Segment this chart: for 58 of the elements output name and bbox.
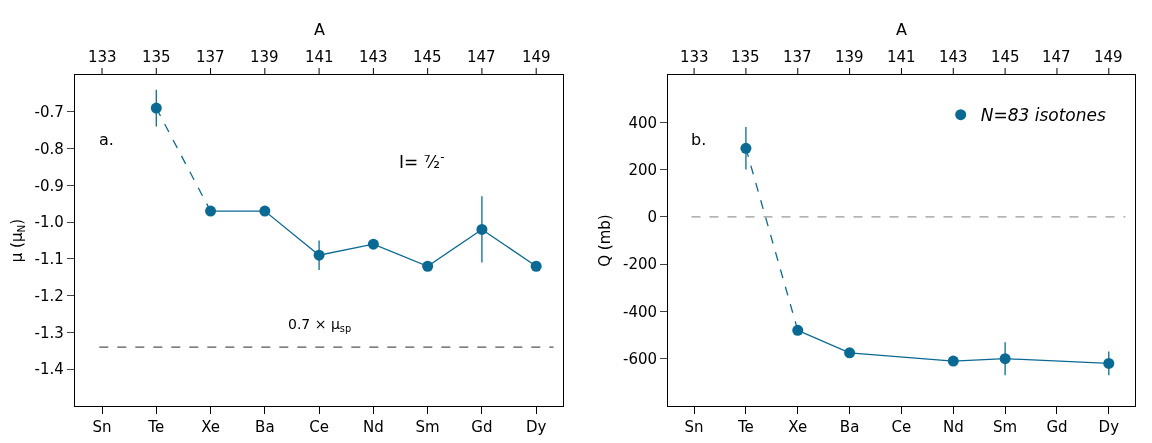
y-tick-label: -200: [623, 255, 658, 274]
y-tick-label: 200: [628, 160, 658, 179]
x2-tick-label: 141: [887, 48, 916, 66]
x2-axis-title: A: [314, 20, 325, 39]
x-tick-label: Te: [737, 418, 754, 436]
y-tick-label: -1.0: [34, 213, 64, 232]
x2-tick-label: 133: [680, 48, 709, 66]
y-tick-label: -400: [623, 302, 658, 321]
x-tick-label: Xe: [788, 418, 808, 436]
x2-tick-label: 137: [196, 48, 225, 66]
x-tick-label: Nd: [363, 418, 384, 436]
y-axis-title: Q (mb): [596, 214, 615, 267]
x2-axis-title: A: [896, 20, 907, 39]
x2-tick-label: 141: [305, 48, 334, 66]
legend-label: N=83 isotones: [980, 105, 1106, 126]
x2-tick-label: 149: [1094, 48, 1123, 66]
y-tick-label: -1.2: [34, 286, 64, 305]
y-tick-label: -1.1: [34, 250, 64, 269]
x2-tick-label: 135: [731, 48, 760, 66]
annotation: I= ⁷⁄₂$^{-}$: [399, 150, 445, 173]
x2-tick-label: 143: [939, 48, 968, 66]
y-tick-label: -0.7: [34, 103, 64, 122]
annotation: a.: [99, 130, 114, 149]
x2-tick-label: 145: [991, 48, 1020, 66]
x2-tick-label: 147: [467, 48, 496, 66]
x2-tick-label: 145: [413, 48, 442, 66]
x-tick-label: Ba: [839, 418, 860, 436]
annotation: b.: [691, 130, 707, 149]
x-tick-label: Ce: [309, 418, 329, 436]
x2-tick-label: 137: [783, 48, 812, 66]
x-tick-label: Te: [147, 418, 165, 436]
x-tick-label: Sm: [415, 418, 440, 436]
x-tick-label: Gd: [1046, 418, 1068, 436]
x2-tick-label: 135: [142, 48, 171, 66]
ref-line-label: 0.7 × μ$_{sp}$: [288, 316, 352, 334]
x2-tick-label: 139: [250, 48, 279, 66]
x-tick-label: Sm: [993, 418, 1018, 436]
x2-tick-label: 139: [835, 48, 864, 66]
x-tick-label: Dy: [525, 418, 547, 436]
x-tick-label: Gd: [471, 418, 493, 436]
y-tick-label: 400: [628, 113, 658, 132]
x2-tick-label: 149: [522, 48, 551, 66]
x-tick-label: Nd: [942, 418, 964, 436]
y-tick-label: -0.9: [34, 176, 64, 195]
y-tick-label: -600: [623, 349, 658, 368]
y-tick-label: 0: [647, 208, 658, 227]
x-tick-label: Dy: [1098, 418, 1120, 436]
x-tick-label: Sn: [92, 418, 112, 436]
y-tick-label: -1.3: [34, 323, 64, 342]
x-tick-label: Ce: [891, 418, 912, 436]
x2-tick-label: 133: [88, 48, 117, 66]
y-tick-label: -0.8: [34, 139, 64, 158]
x2-tick-label: 147: [1042, 48, 1071, 66]
x2-tick-label: 143: [359, 48, 388, 66]
y-tick-label: -1.4: [34, 360, 64, 379]
x-tick-label: Ba: [255, 418, 275, 436]
x-tick-label: Sn: [684, 418, 704, 436]
x-tick-label: Xe: [201, 418, 220, 436]
